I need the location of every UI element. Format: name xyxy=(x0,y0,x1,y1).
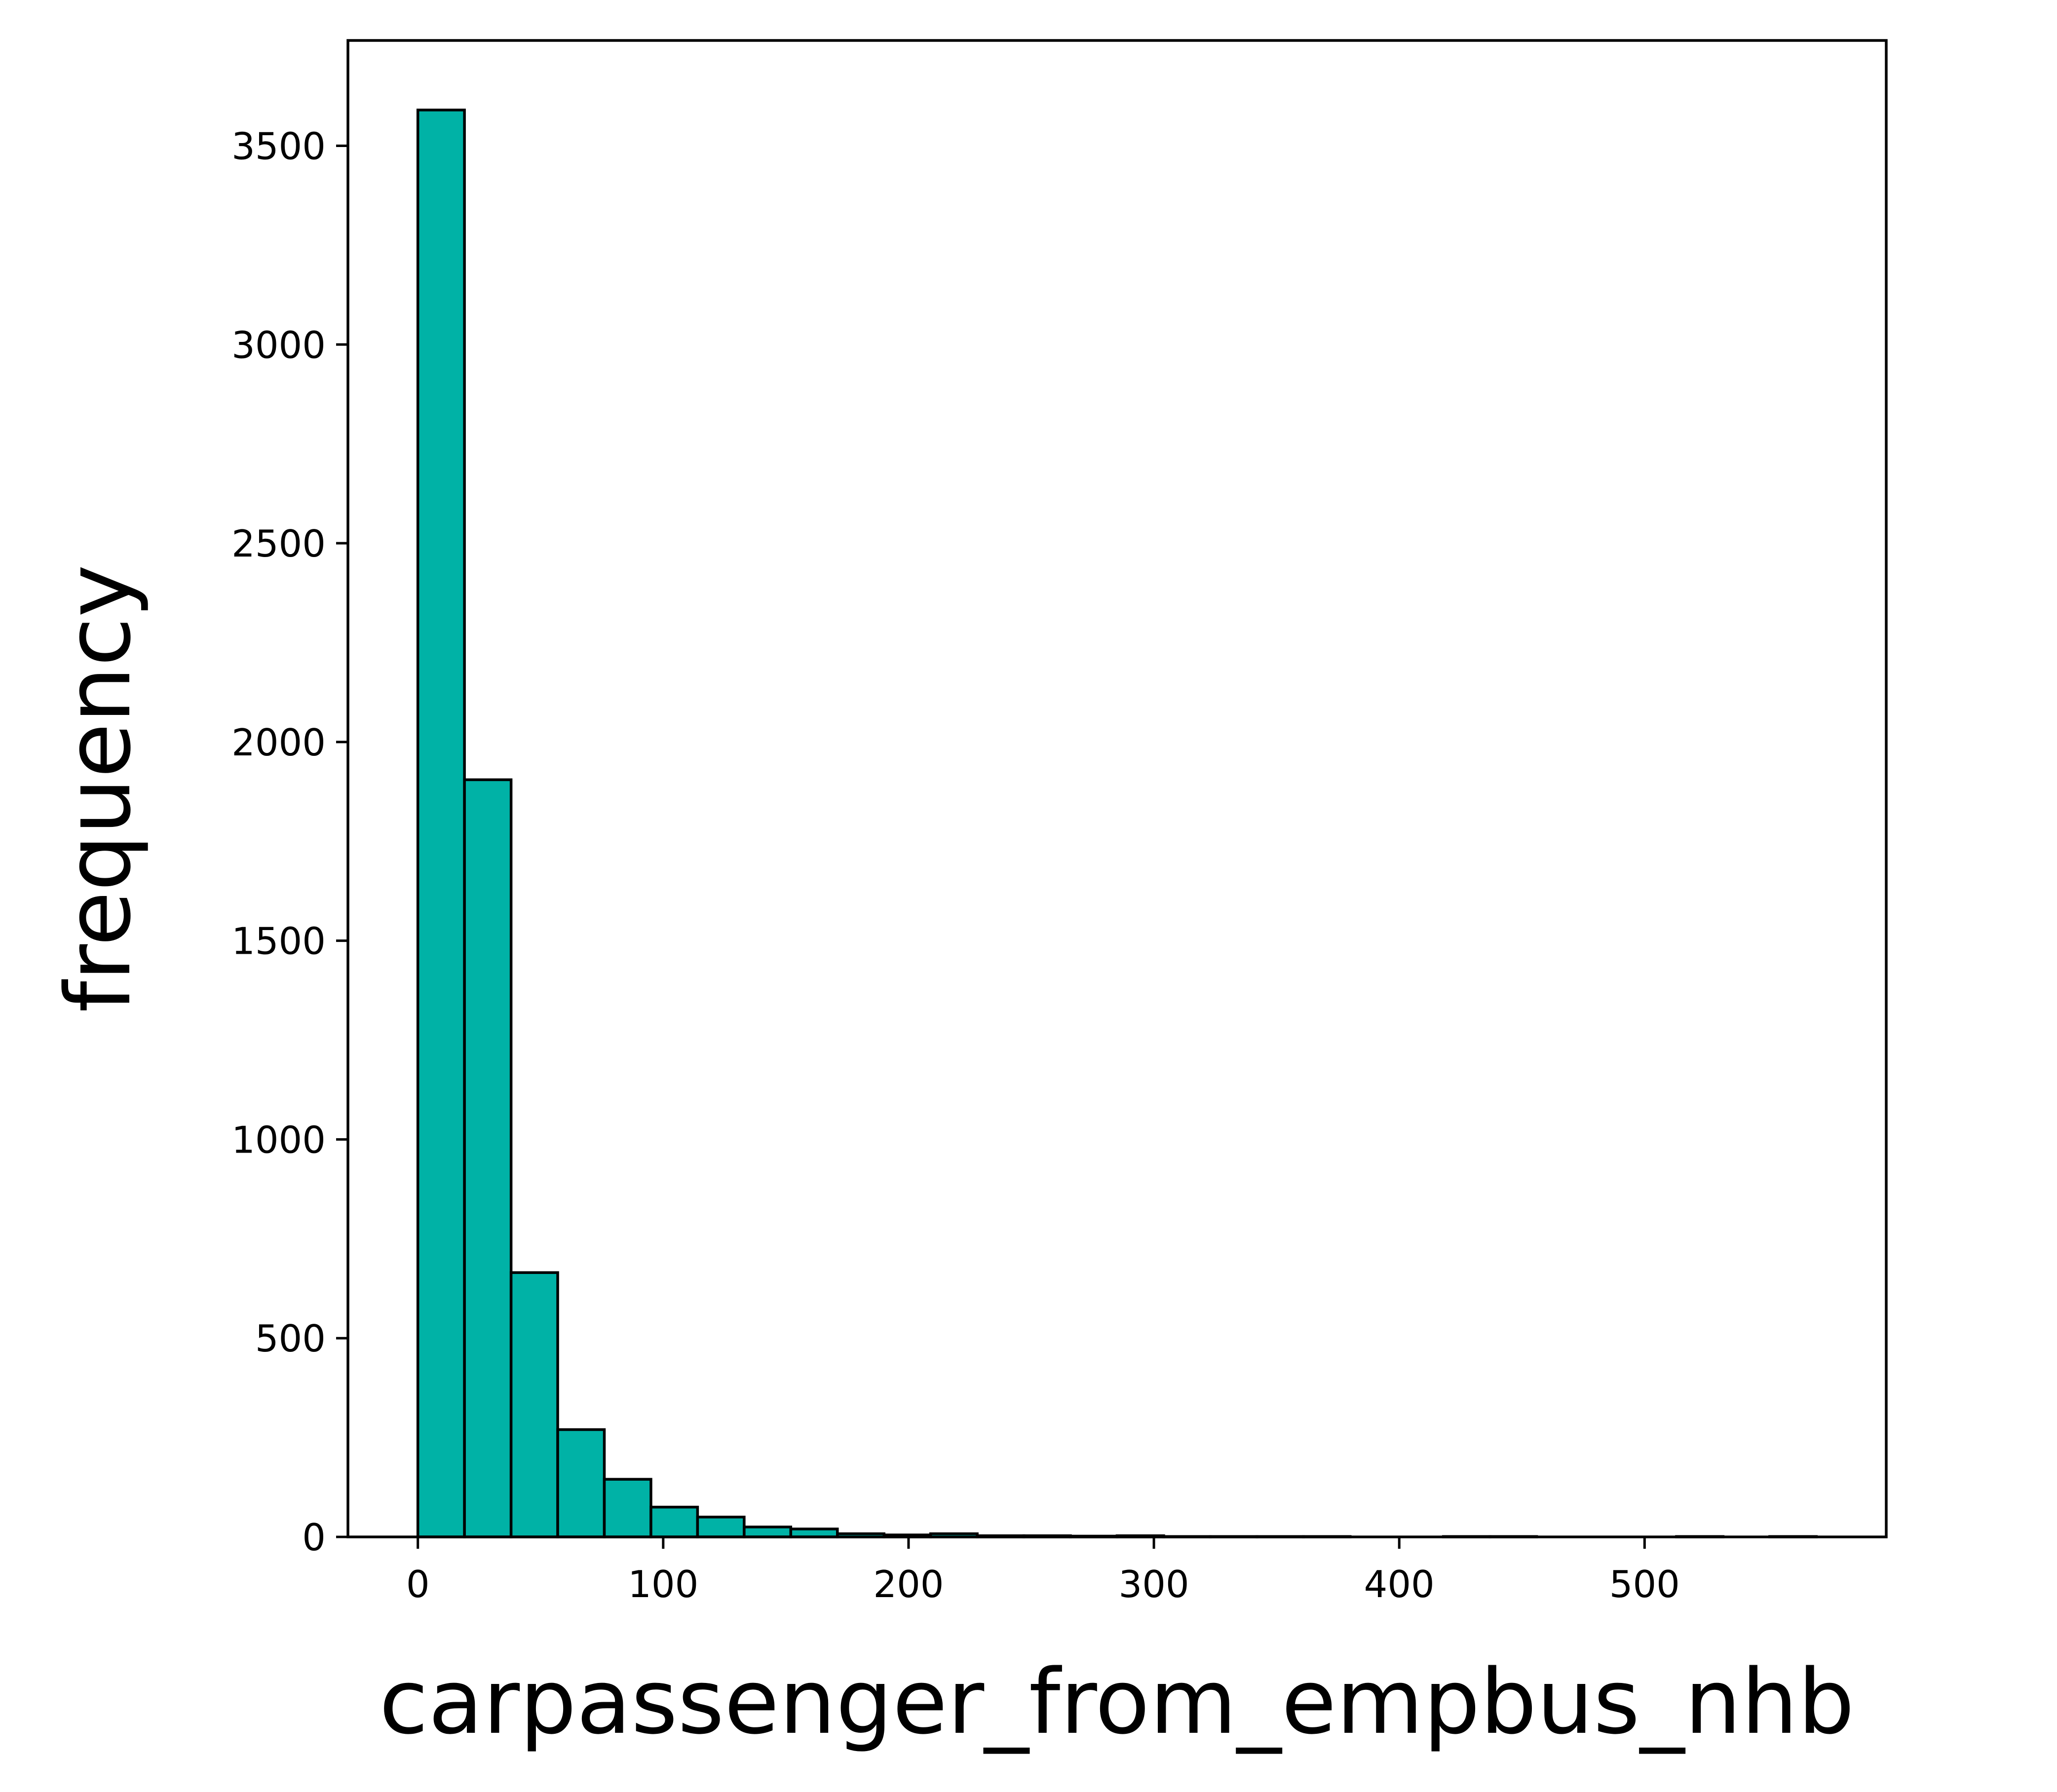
histogram-bar xyxy=(509,1271,559,1538)
x-tick-label: 200 xyxy=(873,1563,944,1606)
x-tick-label: 400 xyxy=(1364,1563,1435,1606)
plot-frame xyxy=(346,39,1888,1538)
y-tick-label: 500 xyxy=(255,1317,326,1360)
histogram-bar xyxy=(696,1515,746,1538)
y-axis-label: frequency xyxy=(46,564,151,1012)
x-tick-label: 100 xyxy=(628,1563,698,1606)
x-axis-label: carpassenger_from_empbus_nhb xyxy=(379,1650,1855,1754)
bars-group xyxy=(416,109,1818,1538)
histogram-bar xyxy=(649,1505,699,1538)
histogram-bar xyxy=(603,1478,652,1538)
y-axis-ticks: 0 500 1000 1500 2000 2500 3000 3500 xyxy=(231,124,348,1559)
histogram-bar xyxy=(743,1526,793,1538)
x-tick-label: 300 xyxy=(1118,1563,1189,1606)
x-tick-label: 0 xyxy=(406,1563,430,1606)
y-tick-label: 2500 xyxy=(231,522,326,565)
y-tick-label: 3500 xyxy=(231,124,326,168)
x-axis-ticks: 0 100 200 300 400 500 xyxy=(406,1537,1680,1606)
y-tick-label: 2000 xyxy=(231,721,326,764)
histogram-bar xyxy=(463,778,513,1538)
x-tick-label: 500 xyxy=(1609,1563,1680,1606)
histogram-bar xyxy=(556,1428,606,1538)
histogram-bar xyxy=(416,109,466,1538)
y-tick-label: 1500 xyxy=(231,920,326,963)
y-tick-label: 0 xyxy=(302,1516,326,1559)
y-tick-label: 3000 xyxy=(231,323,326,367)
y-tick-label: 1000 xyxy=(231,1118,326,1161)
